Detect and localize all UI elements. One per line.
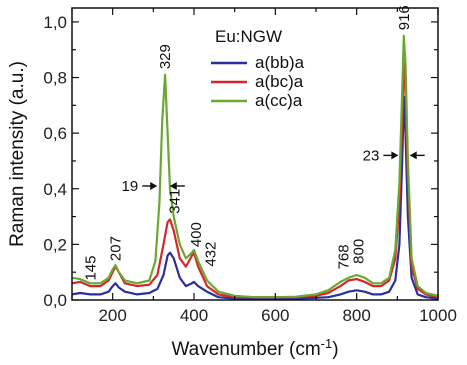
peak-label: 400 — [188, 222, 205, 247]
fwhm-marker: 19 — [122, 178, 185, 195]
y-tick-label: 0,4 — [43, 180, 67, 199]
peak-label: 768 — [336, 244, 353, 269]
x-tick-label: 400 — [180, 306, 208, 325]
y-tick-label: 1,0 — [43, 13, 67, 32]
fwhm-label: 23 — [363, 147, 380, 164]
peak-label: 329 — [157, 44, 174, 69]
peak-label: 916 — [396, 5, 413, 30]
legend-label: a(cc)a — [255, 91, 303, 110]
peak-label: 207 — [108, 236, 125, 261]
x-tick-label: 200 — [98, 306, 126, 325]
peak-label: 432 — [202, 242, 219, 267]
y-tick-label: 0,8 — [43, 69, 67, 88]
fwhm-arrowhead-left — [150, 181, 158, 190]
peak-label: 145 — [82, 256, 99, 281]
axes: 200 400 600 800 1000 0,0 0,2 0,4 0,6 0,8 1,0 Wavenu… — [7, 7, 457, 361]
y-axis-title: Raman intensity (a.u.) — [7, 61, 28, 247]
fwhm-label: 19 — [122, 178, 139, 195]
axis-frame — [71, 7, 439, 301]
x-axis-title: Wavenumber (cm-1) — [171, 336, 338, 361]
y-tick-label: 0,0 — [43, 291, 67, 310]
legend-title: Eu:NGW — [215, 27, 282, 46]
fwhm-arrowhead-left — [391, 151, 399, 160]
y-tick-label: 0,6 — [43, 124, 67, 143]
series-line-a(cc)a — [72, 34, 438, 299]
x-tick-label: 800 — [342, 306, 370, 325]
series-layer — [72, 34, 438, 300]
peak-label: 341 — [166, 189, 183, 214]
legend-label: a(bb)a — [255, 53, 305, 72]
x-tick-label: 1000 — [419, 306, 457, 325]
peak-label: 800 — [351, 239, 368, 264]
fwhm-arrowhead-right — [169, 181, 177, 190]
x-tick-label: 600 — [261, 306, 289, 325]
legend-label: a(bc)a — [255, 72, 304, 91]
y-tick-label: 0,2 — [43, 235, 67, 254]
fwhm-marker: 23 — [363, 147, 425, 164]
fwhm-arrowhead-right — [409, 151, 417, 160]
legend: Eu:NGW a(bb)aa(bc)aa(cc)a — [211, 27, 305, 110]
series-line-a(bb)a — [72, 95, 438, 300]
